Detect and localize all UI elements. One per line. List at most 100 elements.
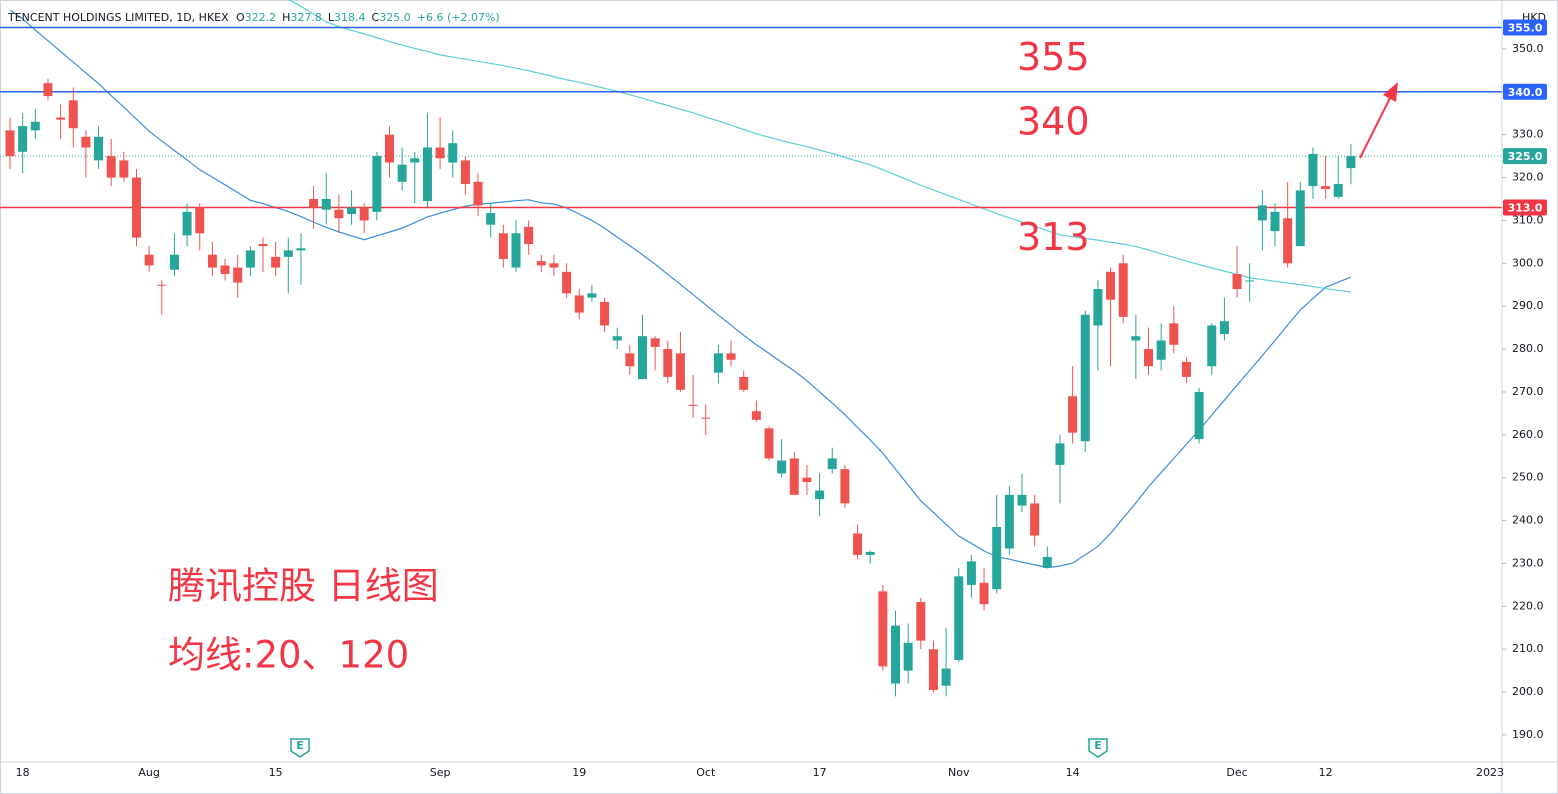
candle-body	[1030, 503, 1040, 536]
candle-body	[1232, 274, 1242, 290]
candle-body	[574, 295, 584, 313]
candle-body	[1144, 349, 1153, 367]
ohlc-value: 322.2	[245, 11, 277, 24]
candle-body	[802, 477, 812, 482]
y-tick-label: 220.0	[1512, 599, 1544, 612]
change: +6.6 (+2.07%)	[417, 11, 500, 24]
candle-body	[144, 254, 154, 266]
earnings-badge	[1088, 738, 1108, 758]
candle-body	[701, 417, 711, 419]
ohlc-value: 325.0	[379, 11, 411, 24]
candle-body	[321, 198, 331, 210]
candle-body	[1295, 190, 1305, 247]
candle-body	[1181, 361, 1191, 377]
candle-body	[435, 147, 445, 159]
y-tick-label: 230.0	[1512, 556, 1544, 569]
candle-body	[56, 117, 66, 120]
x-tick-label: Sep	[430, 766, 451, 779]
candle-body	[448, 143, 458, 163]
candle-body	[385, 134, 394, 163]
level-annotation: 313	[1017, 215, 1090, 259]
candle-body	[1156, 340, 1166, 360]
candle-body	[132, 177, 141, 238]
annotation: 腾讯控股 日线图	[168, 565, 439, 608]
candle-body	[650, 338, 660, 347]
candle-body	[511, 233, 521, 268]
earnings-badge	[290, 738, 310, 758]
x-tick-label: 14	[1066, 766, 1080, 779]
x-tick-label: Nov	[948, 766, 970, 779]
candle-body	[271, 256, 281, 268]
earnings-label: E	[296, 739, 304, 752]
y-tick-label: 280.0	[1512, 342, 1544, 355]
ohlc-value: 318.4	[334, 11, 366, 24]
y-tick-label: 290.0	[1512, 299, 1544, 312]
candle-body	[195, 207, 205, 234]
candle-body	[233, 267, 243, 283]
price-badge	[1503, 83, 1547, 100]
moving-average	[9, 9, 1352, 569]
y-tick-label: 250.0	[1512, 471, 1544, 484]
candle-body	[688, 404, 698, 406]
candle-body	[954, 576, 964, 660]
candle-body	[966, 561, 976, 585]
candle-body	[1004, 494, 1014, 549]
candle-body	[827, 458, 837, 470]
candle-body	[764, 428, 774, 459]
candle-body	[18, 126, 28, 152]
symbol: TENCENT HOLDINGS LIMITED, 1D, HKEX	[7, 11, 229, 24]
candle-body	[916, 602, 926, 641]
candle-body	[1093, 289, 1103, 326]
level-annotation: 355	[1017, 35, 1090, 79]
x-tick-label: 19	[572, 766, 586, 779]
candle-body	[1270, 211, 1280, 232]
candle-body	[81, 136, 91, 148]
x-tick-label: 18	[16, 766, 30, 779]
candle-body	[347, 207, 357, 214]
candle-body	[1017, 494, 1027, 506]
candle-body	[840, 469, 850, 504]
candle-body	[245, 250, 255, 268]
ohlc-label: O	[236, 11, 245, 24]
candle-body	[612, 336, 622, 341]
candle-body	[372, 156, 382, 212]
candle-body	[928, 649, 938, 690]
candle-body	[1106, 271, 1116, 300]
ohlc-value: 327.8	[290, 11, 322, 24]
candle-body	[891, 625, 900, 684]
candle-body	[1219, 321, 1229, 335]
price-badge-label: 325.0	[1508, 150, 1543, 163]
earnings-label: E	[1094, 739, 1102, 752]
y-tick-label: 350.0	[1512, 42, 1544, 55]
moving-average	[288, 0, 1351, 293]
candle-body	[663, 349, 673, 377]
y-tick-label: 320.0	[1512, 171, 1544, 184]
candle-body	[815, 490, 825, 500]
x-tick-label: Aug	[138, 766, 159, 779]
candle-body	[1321, 186, 1331, 190]
x-tick-label: 15	[269, 766, 283, 779]
candle-body	[410, 158, 420, 163]
candle-body	[119, 160, 129, 178]
candle-body	[1080, 314, 1090, 442]
earnings-marker: E	[1088, 738, 1108, 758]
candle-body	[713, 353, 723, 373]
price-badge-label: 355.0	[1508, 21, 1543, 34]
candle-body	[157, 284, 167, 286]
candle-body	[1194, 391, 1204, 440]
candle-body	[283, 250, 293, 257]
y-tick-label: 300.0	[1512, 256, 1544, 269]
candle-body	[220, 265, 230, 275]
level-annotation: 340	[1017, 99, 1090, 143]
y-tick-label: 210.0	[1512, 642, 1544, 655]
candle-body	[1042, 557, 1052, 568]
candle-body	[562, 271, 572, 294]
candle-body	[524, 226, 534, 244]
candle-body	[789, 458, 799, 495]
ohlc-label: L	[328, 11, 335, 24]
y-tick-label: 200.0	[1512, 685, 1544, 698]
candle-body	[675, 353, 685, 390]
candle-body	[941, 668, 951, 686]
